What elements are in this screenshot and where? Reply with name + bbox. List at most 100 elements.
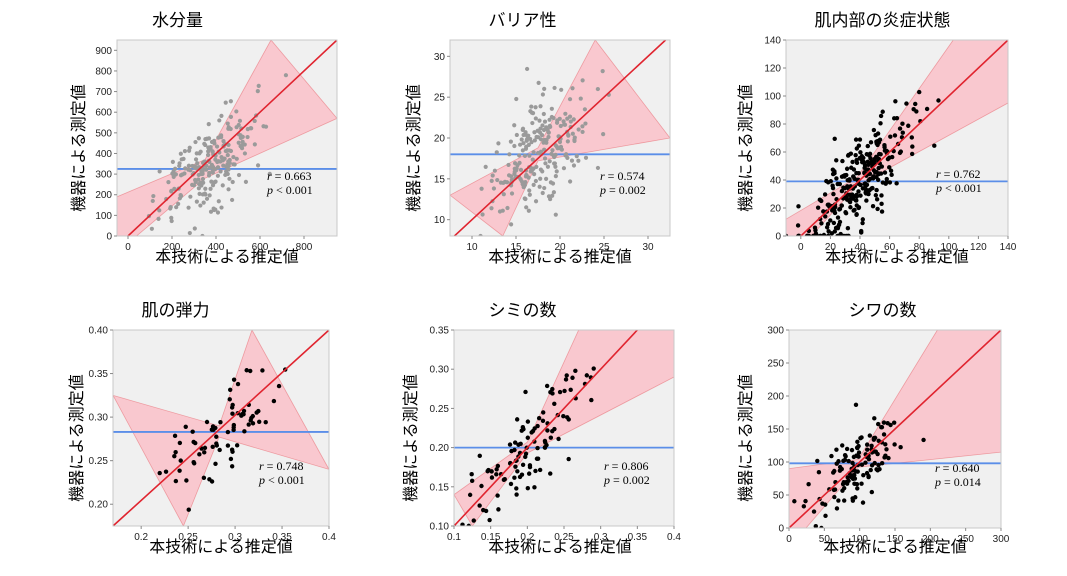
data-point [548,196,553,202]
data-point [191,439,196,445]
data-point [211,427,216,432]
data-point [832,169,837,174]
data-point [487,517,492,523]
data-point [556,436,561,442]
data-point [219,135,224,140]
data-point [850,192,855,197]
chart-panel-spots: シミの数 機器による測定値 本技術による推定値 0.1 0.15 0.2 0.25 0.… [345,290,700,576]
x-tick-label: 10 [466,242,478,253]
data-point [580,78,585,83]
data-point [204,419,210,425]
data-point [914,109,919,114]
data-point [868,156,873,161]
data-point [554,169,559,174]
data-point [570,375,575,380]
data-point [513,464,518,469]
data-point [866,473,871,479]
data-point [832,208,837,213]
chart-title: 肌の弾力 [141,301,210,321]
data-point [851,167,857,172]
data-point [542,445,548,450]
data-point [538,176,543,181]
data-point [540,190,545,196]
data-point [542,156,548,161]
data-point [495,177,500,183]
x-tick-label: 800 [296,242,313,253]
data-point [834,506,840,511]
scatter-plot-svg: 0.1 0.15 0.2 0.25 0.3 0.35 0.4 0.10 0.15 0.20 0.25… [430,326,682,544]
data-point [512,475,517,480]
data-point [855,439,860,445]
data-point [219,113,224,118]
scatter-plot-svg: 0 20 40 60 80 100 120 140 0 20 40 60 80 100 120 140 r = … [764,36,1016,254]
data-point [460,522,465,526]
data-point [875,206,880,212]
data-point [176,201,181,206]
data-point [533,199,539,204]
data-point [215,210,221,215]
data-point [841,480,847,485]
data-point [885,420,890,426]
data-point [170,159,175,165]
data-point [543,176,549,181]
x-tick-label: 0 [125,242,131,253]
y-tick-label: 200 [767,392,784,403]
data-point [821,209,826,214]
data-point [836,459,841,464]
data-point [859,435,864,440]
data-point [538,104,543,109]
x-tick-label: 0.35 [628,532,648,543]
data-point [202,141,207,146]
data-point [172,186,177,191]
data-point [845,177,850,183]
data-point [888,134,893,139]
data-point [540,123,545,128]
data-point [195,161,200,166]
data-point [197,452,202,457]
data-point [225,152,230,158]
data-point [801,504,807,509]
data-point [183,424,188,430]
data-point [558,123,563,129]
data-point [880,109,885,114]
y-tick-label: 0.35 [89,369,109,380]
data-point [892,116,897,121]
x-tick-label: 250 [957,534,974,545]
data-point [228,126,233,132]
data-point [842,195,848,200]
data-point [523,146,529,151]
data-point [863,183,868,189]
data-point [551,190,556,195]
data-point [156,216,161,221]
y-tick-label: 60 [770,148,782,159]
data-point [887,165,892,170]
data-point [206,136,212,141]
data-point [255,163,261,168]
data-point [564,152,569,157]
chart-panel-water: 水分量 機器による測定値 本技術による推定値 0 200 400 600 800 0 100… [0,0,355,286]
data-point [832,487,838,492]
data-point [492,168,497,173]
data-point [256,83,261,88]
data-point [227,397,232,402]
data-point [845,233,851,236]
data-point [215,173,220,178]
data-point [900,130,905,135]
data-point [172,433,178,439]
data-point [866,191,871,197]
confidence-band [454,330,674,526]
data-point [580,129,585,135]
data-point [489,475,495,480]
data-point [507,442,513,447]
data-point [533,178,538,184]
data-point [858,193,863,198]
x-tick-label: 0 [798,242,804,253]
x-tick-label: 25 [598,242,610,253]
data-point [909,135,915,140]
data-point [843,210,848,215]
data-point [860,159,865,165]
data-point [491,186,497,191]
data-point [218,420,223,425]
data-point [891,420,897,425]
